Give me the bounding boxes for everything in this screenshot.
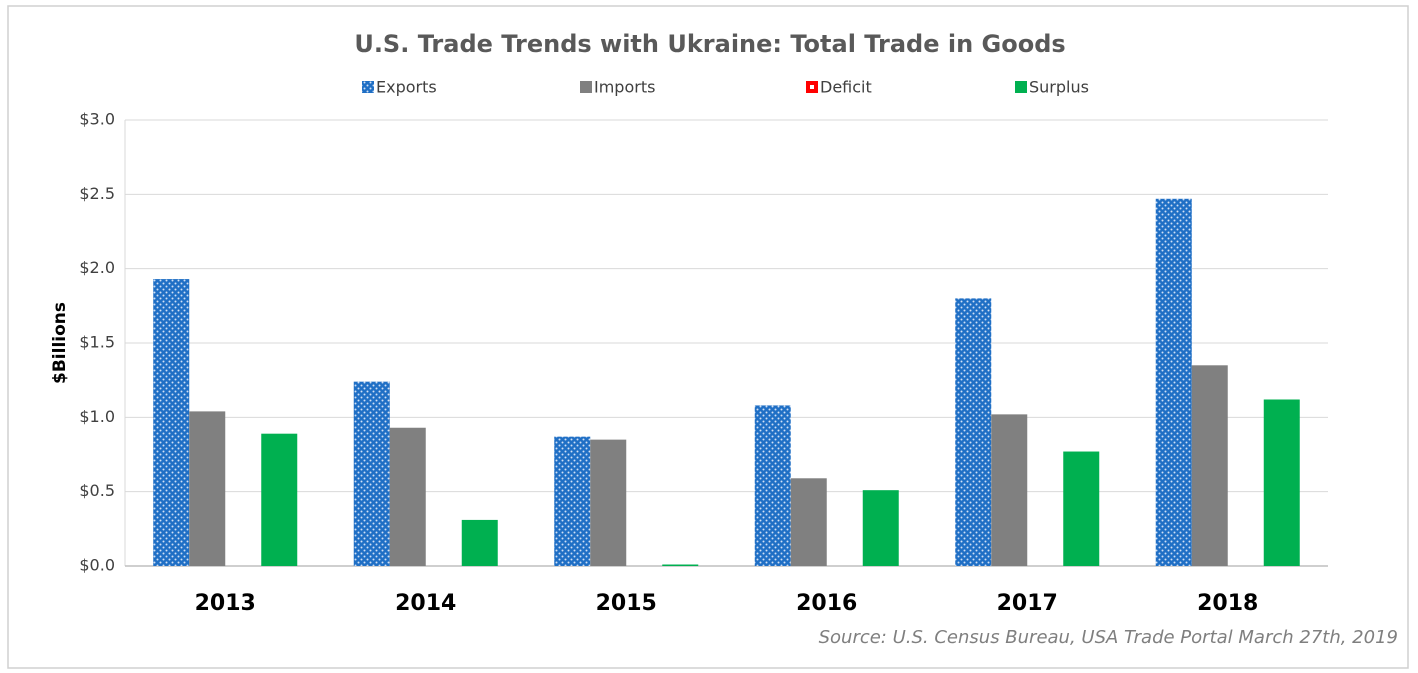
chart-title: U.S. Trade Trends with Ukraine: Total Tr… (354, 30, 1065, 58)
bar (1063, 451, 1100, 566)
y-tick-label: $3.0 (79, 110, 115, 129)
bar (590, 439, 627, 566)
y-tick-label: $2.5 (79, 184, 115, 203)
x-tick-label: 2015 (596, 591, 657, 616)
y-tick-label: $0.0 (79, 556, 115, 575)
x-tick-label: 2017 (997, 591, 1058, 616)
y-axis-label: $Billions (50, 302, 70, 384)
x-tick-label: 2018 (1197, 591, 1258, 616)
bar (754, 405, 791, 566)
bar (991, 414, 1028, 566)
legend-label: Surplus (1029, 78, 1089, 97)
chart-frame (7, 5, 1409, 669)
bar (862, 490, 899, 566)
x-tick-label: 2013 (195, 591, 256, 616)
bar (955, 298, 992, 566)
bar (461, 519, 498, 566)
bar (189, 411, 226, 566)
bar (1191, 365, 1228, 566)
legend-label: Deficit (820, 78, 872, 97)
legend-label: Imports (594, 78, 655, 97)
bar (153, 279, 190, 566)
legend-swatch (1015, 81, 1027, 93)
y-tick-label: $0.5 (79, 481, 115, 500)
bar (353, 381, 390, 566)
bar (389, 427, 426, 566)
source-note: Source: U.S. Census Bureau, USA Trade Po… (819, 627, 1398, 648)
y-tick-label: $1.5 (79, 333, 115, 352)
bar (1155, 198, 1192, 566)
x-tick-label: 2016 (796, 591, 857, 616)
bar (554, 436, 591, 566)
y-tick-label: $2.0 (79, 258, 115, 277)
x-tick-label: 2014 (395, 591, 456, 616)
legend-swatch (362, 81, 374, 93)
legend-swatch-inner (810, 85, 814, 89)
bar (1263, 399, 1300, 566)
bar (790, 478, 827, 566)
y-tick-label: $1.0 (79, 407, 115, 426)
bar (261, 433, 298, 566)
legend-label: Exports (376, 78, 437, 97)
legend-swatch (580, 81, 592, 93)
bar (662, 564, 699, 566)
